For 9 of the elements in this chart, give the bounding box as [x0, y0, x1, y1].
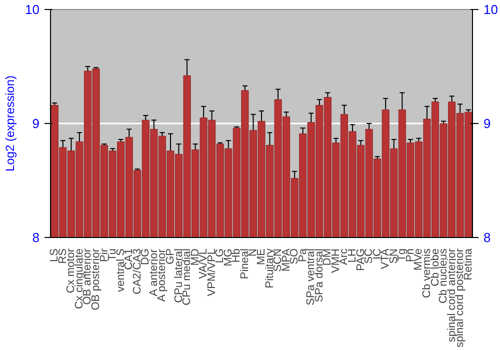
x-tick-label: Tg: [396, 248, 408, 262]
y-tick-label: 10: [25, 2, 40, 17]
y2-tick-label: 10: [484, 2, 498, 17]
y-tick-label: 9: [32, 116, 40, 131]
x-tick-label: A posterior: [156, 248, 168, 302]
y2-tick-label: 9: [484, 116, 491, 131]
y-axis-title: Log2 (expression): [3, 75, 18, 172]
y2-tick-label: 8: [484, 230, 491, 245]
y-tick-label: 8: [32, 230, 40, 245]
